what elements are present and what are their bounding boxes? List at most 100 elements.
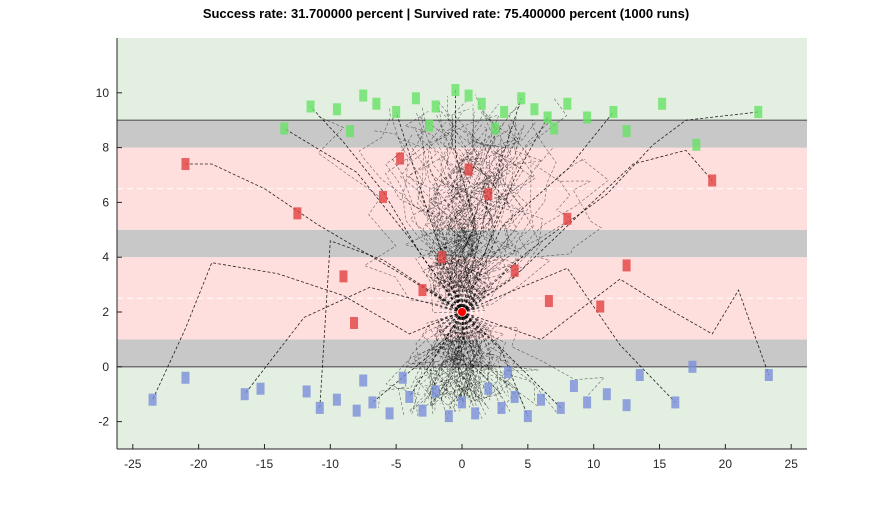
- survived-end-marker: [688, 360, 697, 373]
- trajectory-path: [452, 104, 477, 313]
- x-tick-label: 25: [785, 457, 799, 471]
- success-end-marker: [550, 122, 559, 135]
- trajectory-path: [449, 311, 475, 398]
- trajectory-path: [385, 112, 469, 313]
- trajectory-path: [433, 311, 536, 403]
- survived-end-marker: [359, 374, 368, 387]
- trajectory-path: [461, 311, 557, 413]
- safe-band: [117, 38, 807, 121]
- trajectory-path: [461, 130, 541, 313]
- survived-end-marker: [537, 393, 546, 406]
- success-end-marker: [563, 97, 572, 110]
- survived-end-marker: [510, 390, 519, 403]
- trajectory-path: [459, 311, 480, 397]
- success-end-marker: [622, 125, 631, 138]
- trajectory-path: [461, 162, 602, 313]
- failure-end-marker: [596, 300, 605, 313]
- failure-end-marker: [708, 174, 717, 187]
- trajectory-path: [460, 97, 568, 313]
- x-tick-label: 0: [459, 457, 466, 471]
- survived-end-marker: [148, 393, 157, 406]
- trajectory-path: [455, 311, 464, 406]
- success-end-marker: [754, 105, 763, 118]
- start-point-group: [441, 291, 483, 333]
- trajectory-path: [461, 311, 477, 399]
- wall-band: [117, 229, 807, 258]
- success-end-marker: [411, 92, 420, 105]
- y-tick-label: 10: [96, 86, 110, 100]
- trajectory-path: [317, 116, 463, 313]
- survived-end-marker: [256, 382, 265, 395]
- x-tick-label: 10: [587, 457, 601, 471]
- failure-end-marker: [418, 284, 427, 297]
- survived-end-marker: [302, 385, 311, 398]
- trajectory-path: [461, 311, 507, 397]
- trajectory-path: [391, 118, 464, 313]
- trajectory-path: [435, 113, 465, 313]
- success-end-marker: [280, 122, 289, 135]
- trajectory-path: [378, 311, 481, 408]
- trajectory-path: [433, 119, 500, 313]
- survived-end-marker: [368, 396, 377, 409]
- trajectory-path: [434, 311, 491, 397]
- start-point: [458, 308, 466, 316]
- success-end-marker: [425, 119, 434, 132]
- trajectory-path: [431, 311, 463, 399]
- success-end-marker: [543, 111, 552, 124]
- trajectory-path: [404, 132, 470, 313]
- success-end-marker: [346, 125, 355, 138]
- survived-end-marker: [431, 385, 440, 398]
- x-tick-label: -15: [256, 457, 274, 471]
- survived-end-marker: [484, 382, 493, 395]
- survived-end-marker: [671, 396, 680, 409]
- failure-end-marker: [181, 158, 190, 171]
- trajectory-path: [447, 311, 471, 406]
- trajectory-path: [461, 311, 529, 417]
- success-end-marker: [692, 138, 701, 151]
- trajectory-path: [426, 311, 539, 397]
- trajectory-path: [459, 311, 477, 399]
- y-tick-label: 6: [102, 195, 109, 209]
- chart-title: Success rate: 31.700000 percent | Surviv…: [202, 6, 690, 21]
- trajectory-path: [411, 311, 463, 414]
- survived-end-marker: [583, 396, 592, 409]
- survived-end-marker: [556, 401, 565, 414]
- trajectory-path: [459, 311, 485, 399]
- success-end-marker: [451, 84, 460, 97]
- trajectory-path: [461, 311, 516, 406]
- survived-end-marker: [622, 399, 631, 412]
- trajectory-path: [244, 286, 463, 395]
- trajectory-path: [448, 182, 469, 313]
- success-end-marker: [477, 97, 486, 110]
- trajectory-path: [461, 311, 605, 398]
- trajectory-path: [430, 138, 479, 313]
- trajectory-path: [461, 122, 536, 313]
- trajectory-path: [458, 311, 488, 399]
- wall-band: [117, 120, 807, 148]
- trajectory-path: [461, 117, 548, 313]
- trajectory-path: [442, 131, 477, 313]
- trajectory-path: [385, 133, 463, 313]
- trajectory-path: [434, 311, 465, 411]
- success-end-marker: [530, 103, 539, 116]
- survived-end-marker: [497, 401, 506, 414]
- trajectory-path: [448, 158, 609, 313]
- trajectory-path: [428, 111, 491, 313]
- survived-end-marker: [405, 390, 414, 403]
- x-tick-label: -25: [124, 457, 142, 471]
- trajectory-path: [461, 119, 557, 313]
- trajectory-path: [185, 163, 463, 313]
- trajectory-path: [436, 184, 523, 313]
- success-end-marker: [392, 105, 401, 118]
- failure-end-marker: [544, 295, 553, 308]
- failure-end-marker: [378, 190, 387, 203]
- success-end-marker: [490, 122, 499, 135]
- trajectory-path: [411, 126, 507, 313]
- success-end-marker: [332, 103, 341, 116]
- failure-end-marker: [622, 259, 631, 272]
- x-tick-label: -5: [391, 457, 402, 471]
- trajectory-path: [398, 311, 463, 416]
- trajectory-path: [461, 311, 562, 409]
